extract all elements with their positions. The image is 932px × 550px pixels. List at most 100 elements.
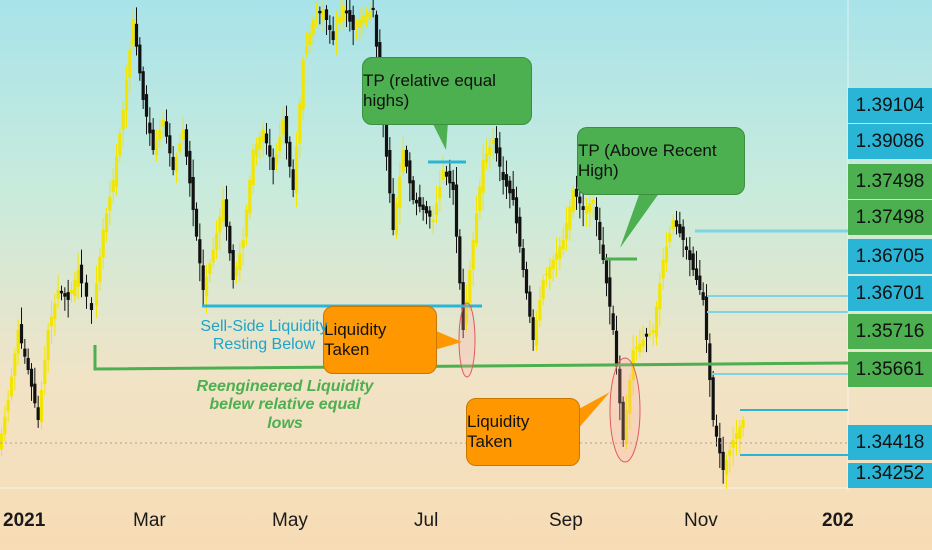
candle-body-197: [661, 260, 665, 279]
candle-body-48: [164, 121, 169, 137]
candle-body-181: [608, 277, 612, 307]
candle-body-13: [43, 360, 47, 385]
candle-body-149: [501, 172, 505, 180]
candle-body-24: [79, 264, 84, 284]
candle-body-42: [144, 94, 149, 117]
candle-body-73: [248, 180, 252, 214]
candle-body-78: [264, 133, 269, 144]
candle-body-83: [281, 120, 285, 135]
x-tick-nov: Nov: [684, 510, 718, 531]
candle-body-71: [241, 240, 245, 249]
candle-body-158: [531, 317, 535, 340]
candle-body-178: [598, 221, 602, 240]
candle-body-116: [391, 193, 395, 230]
candle-body-21: [69, 290, 74, 294]
candle-body-180: [604, 259, 609, 284]
candle-body-213: [714, 425, 719, 437]
candle-body-81: [274, 153, 279, 164]
candle-body-189: [634, 346, 639, 350]
candle-body-49: [168, 135, 172, 154]
candle-body-37: [128, 50, 132, 78]
candle-body-47: [161, 120, 165, 127]
candle-body-172: [578, 196, 582, 204]
candle-body-196: [658, 283, 662, 309]
candle-body-33: [114, 156, 119, 187]
price-label-10: 1.34252: [848, 463, 932, 488]
candle-body-53: [181, 130, 185, 140]
candle-body-58: [198, 239, 202, 264]
price-label-8: 1.35661: [848, 352, 932, 387]
candle-body-59: [201, 265, 205, 290]
candle-body-187: [628, 380, 632, 414]
candle-body-85: [288, 141, 292, 167]
candle-body-138: [464, 300, 469, 324]
price-label-9: 1.34418: [848, 425, 932, 460]
candle-body-192: [644, 333, 649, 337]
candle-body-91: [308, 33, 312, 45]
candle-body-221: [741, 420, 745, 428]
candle-body-166: [558, 246, 562, 260]
candle-body-6: [19, 324, 24, 344]
candle-body-75: [254, 143, 259, 157]
candle-body-108: [364, 13, 369, 18]
candle-body-161: [541, 280, 545, 299]
price-label-6: 1.36701: [848, 276, 932, 311]
candle-body-15: [49, 316, 54, 327]
callout-pointer-4: [577, 392, 610, 430]
candle-body-205: [688, 250, 692, 260]
candle-body-89: [301, 60, 305, 110]
candle-body-8: [26, 357, 30, 370]
candle-body-168: [564, 223, 569, 240]
candle-body-118: [398, 176, 402, 209]
candle-body-159: [534, 320, 539, 346]
candle-body-177: [594, 206, 599, 220]
candle-body-153: [514, 197, 519, 224]
candle-body-219: [734, 433, 739, 439]
candle-body-25: [84, 282, 89, 297]
candle-body-157: [528, 291, 532, 317]
candle-body-140: [471, 240, 475, 270]
candle-body-95: [321, 10, 325, 21]
candle-body-64: [218, 216, 222, 233]
candle-body-133: [448, 170, 452, 184]
candle-body-18: [59, 290, 64, 294]
candle-body-80: [271, 157, 275, 170]
candle-body-135: [454, 184, 459, 237]
price-label-2: 1.39086: [848, 124, 932, 159]
reengineered-line-1: Reengineered Liquidity: [196, 378, 374, 395]
candle-body-94: [318, 10, 322, 14]
candle-body-36: [124, 80, 129, 111]
candle-body-210: [704, 296, 709, 340]
candle-body-164: [551, 260, 555, 269]
candle-body-90: [304, 46, 309, 54]
candle-body-209: [701, 292, 705, 300]
candle-body-141: [474, 213, 479, 244]
candle-body-120: [404, 149, 409, 167]
candle-body-167: [561, 240, 565, 250]
candle-body-98: [331, 31, 335, 40]
liquidity-taken-callout-1: Liquidity Taken: [323, 306, 437, 374]
candle-body-216: [724, 460, 729, 475]
candle-body-74: [251, 150, 255, 186]
candle-body-131: [441, 170, 445, 180]
candle-body-179: [601, 244, 605, 260]
liquidity-ellipse-2: [609, 357, 641, 463]
candle-body-86: [291, 169, 295, 190]
candle-body-182: [611, 313, 615, 330]
candle-body-145: [488, 146, 492, 156]
reengineered-line-2: belew relative equal lows: [209, 396, 361, 432]
candle-body-215: [721, 451, 725, 470]
candle-body-5: [16, 330, 20, 354]
candle-body-9: [29, 368, 34, 387]
candle-body-12: [39, 390, 44, 423]
candle-body-218: [731, 440, 735, 448]
candle-body-84: [284, 116, 289, 144]
candle-body-45: [154, 140, 159, 156]
candle-body-195: [654, 306, 659, 337]
candle-body-100: [338, 16, 342, 24]
candle-body-147: [494, 138, 499, 154]
candle-body-16: [53, 303, 57, 320]
candle-body-198: [664, 246, 669, 263]
